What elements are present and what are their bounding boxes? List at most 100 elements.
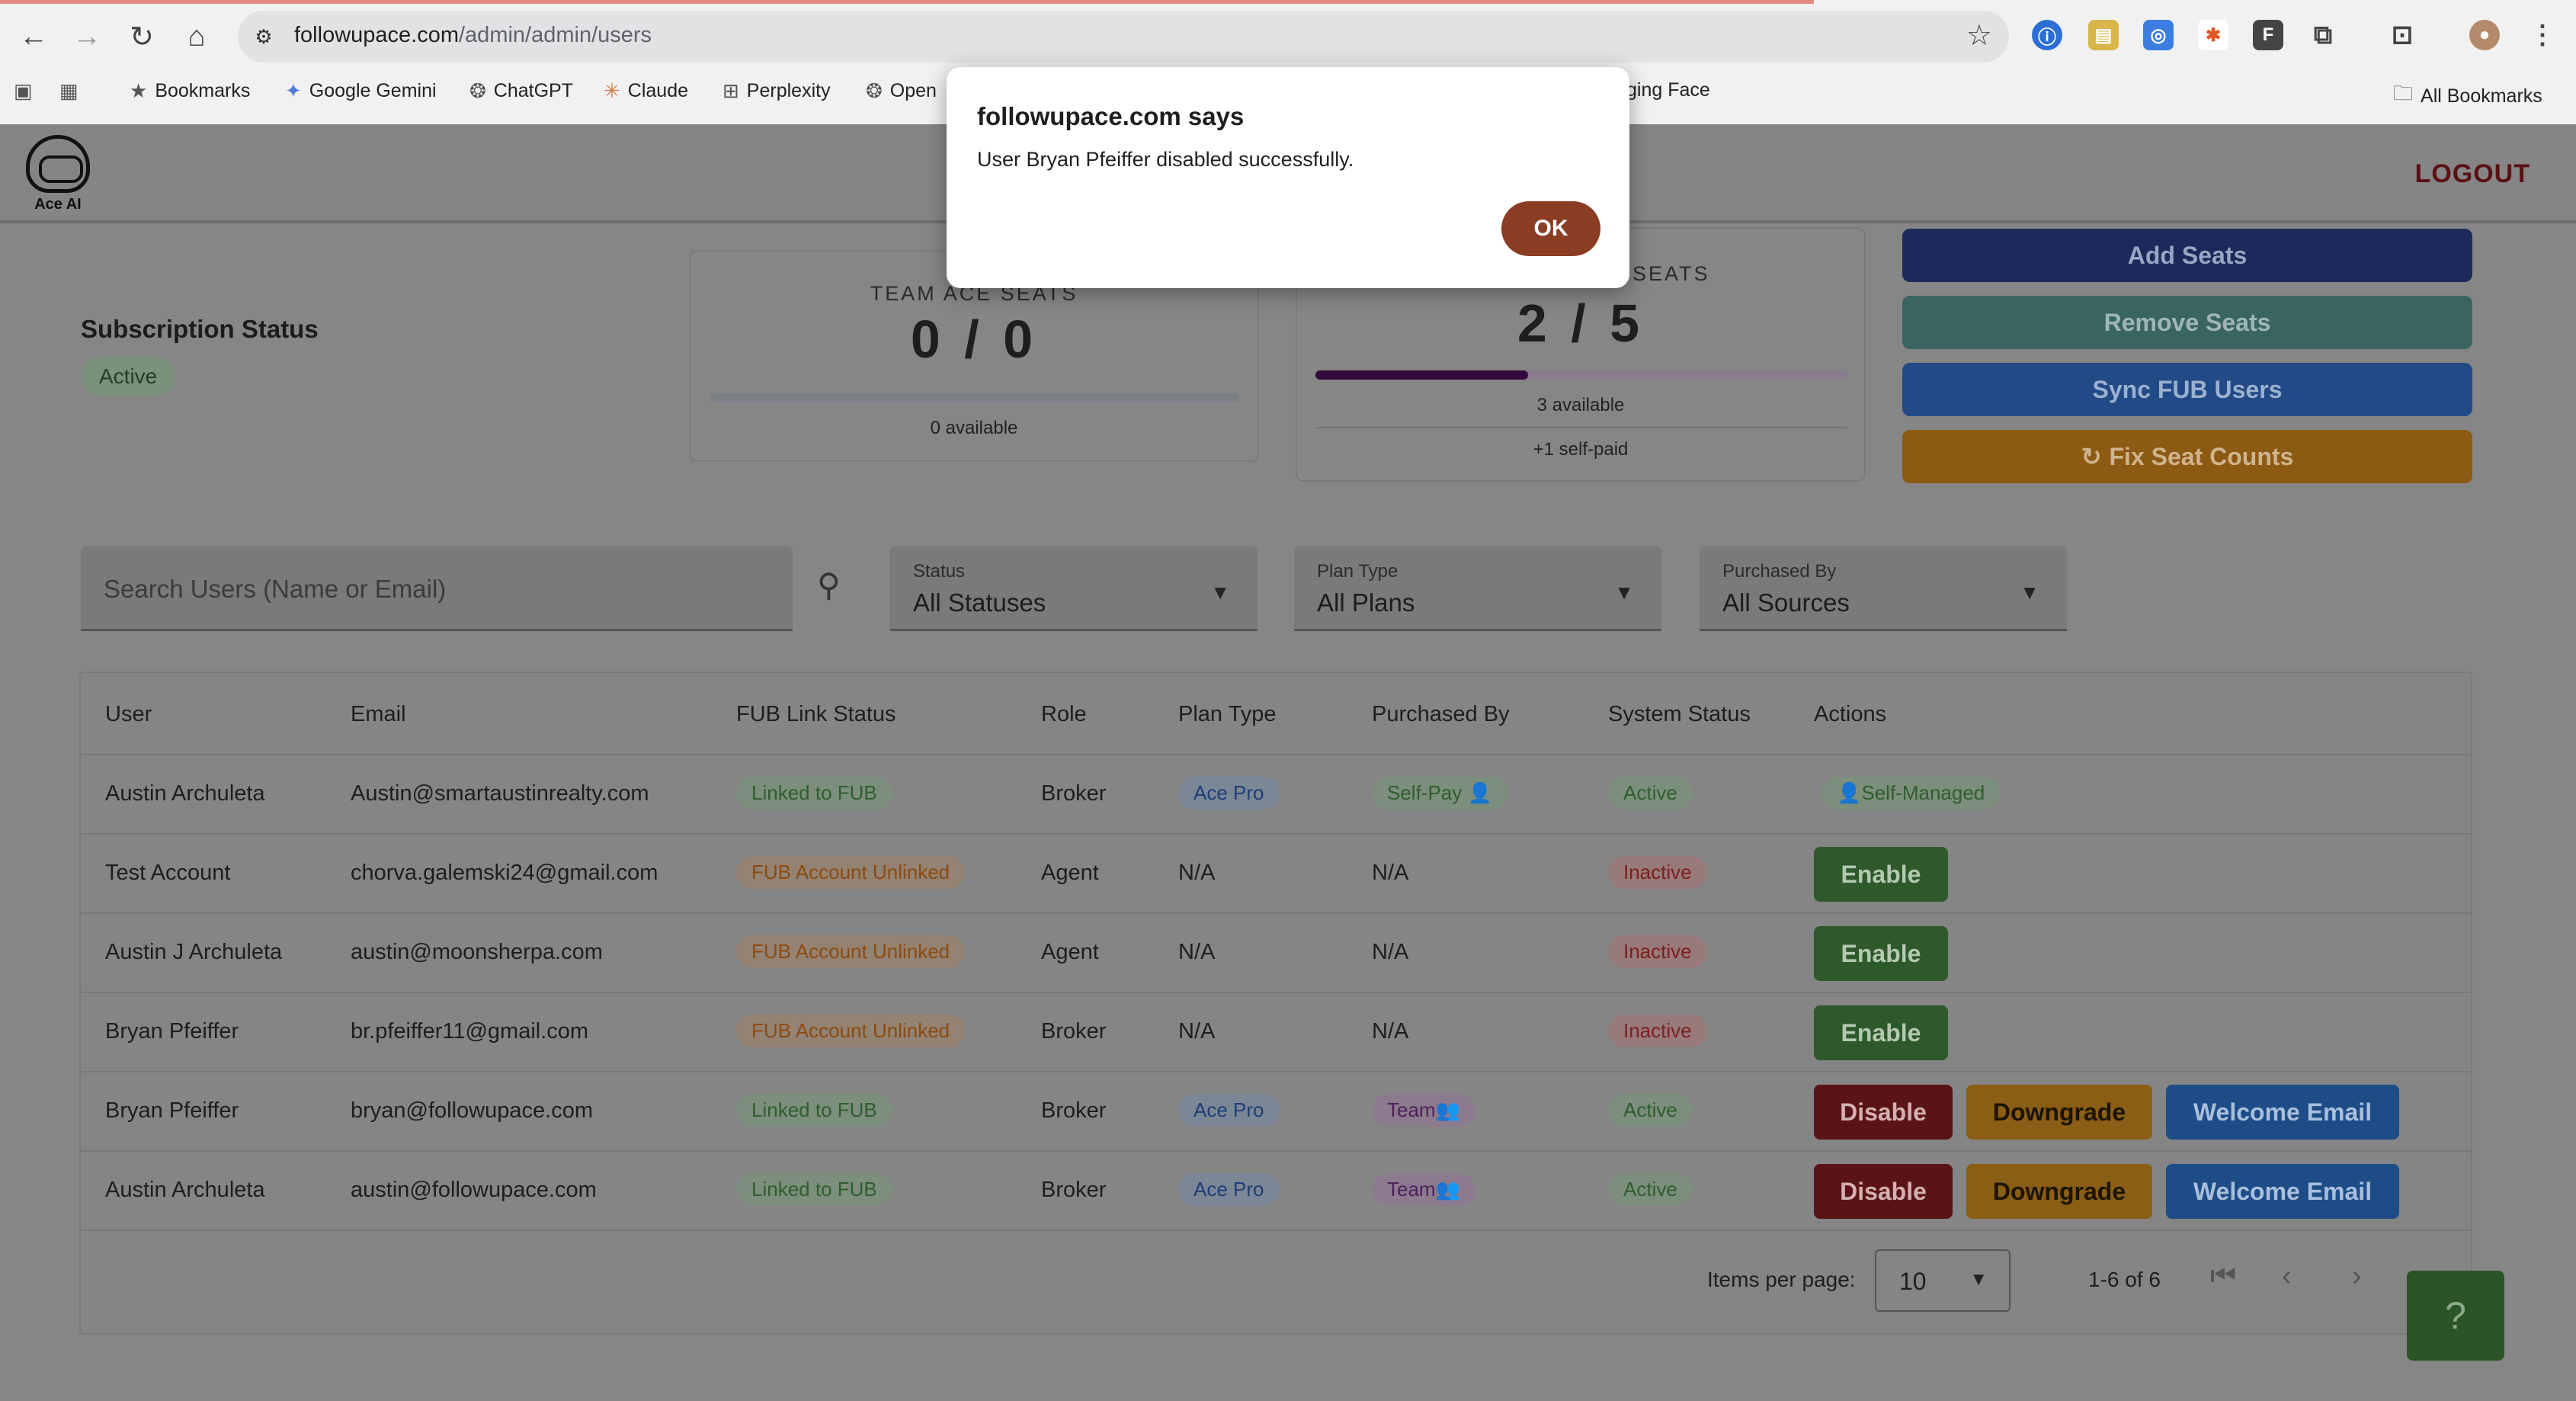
all-bookmarks[interactable]: 🗀 All Bookmarks	[2393, 79, 2542, 113]
header-purchased-by: Purchased By	[1372, 702, 1510, 726]
welcome-email-button[interactable]: Welcome Email	[2166, 1085, 2399, 1140]
bookmark-openai[interactable]: ❂ Open	[866, 79, 937, 102]
purchased-by-chip: Self-Pay 👤	[1372, 777, 1507, 810]
status-value: All Statuses	[913, 588, 1046, 617]
user-email: bryan@followupace.com	[351, 1098, 593, 1123]
menu-kebab-icon[interactable]: ⋮	[2530, 21, 2555, 50]
status-label: Status	[913, 561, 966, 582]
sync-fub-users-button[interactable]: Sync FUB Users	[1902, 363, 2472, 416]
chevron-down-icon: ▼	[1210, 581, 1230, 604]
ok-button[interactable]: OK	[1501, 201, 1600, 256]
system-status-chip: Inactive	[1608, 935, 1707, 968]
header-user: User	[105, 702, 152, 726]
bookmark-bookmarks[interactable]: ★ Bookmarks	[130, 79, 251, 102]
system-status-chip: Active	[1608, 777, 1693, 810]
person-icon: 👤	[1467, 781, 1492, 804]
add-seats-button[interactable]: Add Seats	[1902, 229, 2472, 282]
users-table: User Email FUB Link Status Role Plan Typ…	[79, 672, 2472, 1335]
table-row: Test Account chorva.galemski24@gmail.com…	[81, 833, 2471, 912]
header-fub-link-status: FUB Link Status	[736, 702, 896, 726]
reading-list-icon[interactable]: ⊡	[2391, 21, 2414, 50]
status-select[interactable]: Status All Statuses ▼	[890, 546, 1258, 631]
extension-asterisk-icon[interactable]: ✱	[2198, 20, 2228, 50]
bookmark-star-icon[interactable]: ☆	[1966, 20, 1992, 52]
subscription-status-badge: Active	[81, 357, 176, 396]
disable-button[interactable]: Disable	[1814, 1085, 1953, 1140]
apps-grid-icon[interactable]: ▦	[59, 79, 78, 102]
user-email: austin@followupace.com	[351, 1178, 597, 1202]
welcome-email-button[interactable]: Welcome Email	[2166, 1164, 2399, 1219]
help-button[interactable]: ?	[2407, 1271, 2504, 1361]
url-text[interactable]: followupace.com/admin/admin/users	[294, 23, 652, 47]
user-role: Broker	[1041, 781, 1107, 806]
first-page-icon[interactable]: ⏮	[2210, 1260, 2237, 1292]
user-role: Agent	[1041, 940, 1099, 964]
refresh-icon: ↻	[2081, 443, 2102, 470]
header-email: Email	[351, 702, 406, 726]
pro-seats-title: SEATS	[1632, 262, 1710, 285]
profile-avatar[interactable]: ●	[2469, 20, 2500, 50]
extension-circle-icon[interactable]: ◎	[2143, 20, 2174, 50]
dialog-title: followupace.com says	[977, 102, 1245, 130]
purchased-by-select[interactable]: Purchased By All Sources ▼	[1700, 546, 2067, 631]
password-manager-icon[interactable]: ⓘ	[2032, 20, 2062, 50]
search-icon[interactable]: ⚲	[817, 567, 841, 603]
table-row: Austin J Archuleta austin@moonsherpa.com…	[81, 912, 2471, 992]
dialog-message: User Bryan Pfeiffer disabled successfull…	[977, 148, 1354, 171]
pro-seats-progress-fill	[1315, 370, 1529, 380]
user-email: austin@moonsherpa.com	[351, 940, 603, 964]
user-name: Austin J Archuleta	[105, 940, 283, 964]
fub-status-chip: Linked to FUB	[736, 777, 892, 810]
pagination-range: 1-6 of 6	[2088, 1268, 2161, 1291]
user-email: Austin@smartaustinrealty.com	[351, 781, 649, 806]
system-status-chip: Inactive	[1608, 856, 1707, 889]
reload-icon[interactable]: ↻	[130, 21, 154, 53]
enable-button[interactable]: Enable	[1814, 926, 1948, 981]
fub-status-chip: FUB Account Unlinked	[736, 1015, 966, 1047]
bookmark-gemini[interactable]: ✦ Google Gemini	[285, 79, 437, 102]
bookmark-chatgpt[interactable]: ❂ ChatGPT	[469, 79, 573, 102]
logout-button[interactable]: LOGOUT	[2414, 159, 2530, 188]
previous-page-icon[interactable]: ‹	[2282, 1260, 2292, 1292]
bookmark-claude[interactable]: ✳ Claude	[604, 79, 689, 102]
user-name: Test Account	[105, 861, 231, 885]
header-system-status: System Status	[1608, 702, 1751, 726]
site-settings-icon[interactable]: ⚙	[255, 24, 273, 48]
search-input[interactable]: Search Users (Name or Email)	[81, 546, 793, 631]
pro-seats-available: 3 available	[1536, 395, 1625, 415]
enable-button[interactable]: Enable	[1814, 1005, 1948, 1060]
extension-chat-icon[interactable]: ▤	[2088, 20, 2119, 50]
extension-f-icon[interactable]: F	[2253, 20, 2283, 50]
team-seats-progress	[710, 393, 1239, 402]
purchased-by-label: Purchased By	[1722, 561, 1837, 582]
back-icon[interactable]: ←	[19, 20, 48, 53]
plan-type-select[interactable]: Plan Type All Plans ▼	[1294, 546, 1661, 631]
fix-seat-counts-button[interactable]: ↻ Fix Seat Counts	[1902, 430, 2472, 483]
user-name: Bryan Pfeiffer	[105, 1019, 239, 1044]
folder-icon: 🗀	[2393, 82, 2414, 104]
items-per-page-select[interactable]: 10 ▼	[1875, 1249, 2010, 1312]
next-page-icon[interactable]: ›	[2352, 1260, 2362, 1292]
disable-button[interactable]: Disable	[1814, 1164, 1953, 1219]
system-status-chip: Active	[1608, 1094, 1693, 1127]
user-role: Agent	[1041, 861, 1099, 885]
downgrade-button[interactable]: Downgrade	[1966, 1085, 2152, 1140]
loading-bar	[0, 0, 1814, 4]
extensions-puzzle-icon[interactable]: ⧉	[2313, 20, 2333, 50]
forward-icon[interactable]: →	[72, 20, 101, 53]
pro-seats-divider	[1315, 427, 1847, 428]
downgrade-button[interactable]: Downgrade	[1966, 1164, 2152, 1219]
fub-status-chip: FUB Account Unlinked	[736, 935, 966, 968]
remove-seats-button[interactable]: Remove Seats	[1902, 296, 2472, 349]
plan-value: N/A	[1178, 861, 1216, 885]
enable-button[interactable]: Enable	[1814, 847, 1948, 902]
ace-ai-logo[interactable]: Ace AI	[21, 135, 95, 219]
user-name: Bryan Pfeiffer	[105, 1098, 239, 1123]
user-role: Broker	[1041, 1098, 1107, 1123]
sidebar-toggle-icon[interactable]: ▣	[14, 79, 33, 102]
home-icon[interactable]: ⌂	[187, 20, 206, 53]
header-actions: Actions	[1814, 702, 1887, 726]
bookmark-perplexity[interactable]: ⊞ Perplexity	[722, 79, 831, 102]
bookmark-hugging-face[interactable]: ging Face	[1626, 79, 1710, 101]
address-bar[interactable]: ⚙ followupace.com/admin/admin/users ☆	[238, 11, 2009, 63]
